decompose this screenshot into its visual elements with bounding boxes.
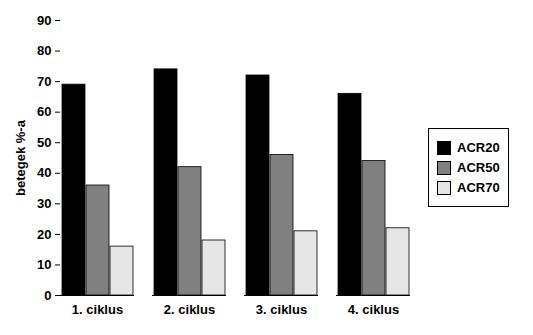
svg-text:60: 60: [37, 104, 51, 119]
svg-text:70: 70: [37, 74, 51, 89]
svg-text:1. ciklus: 1. ciklus: [72, 302, 123, 317]
svg-text:80: 80: [37, 43, 51, 58]
svg-text:10: 10: [37, 257, 51, 272]
svg-text:20: 20: [37, 227, 51, 242]
svg-text:4. ciklus: 4. ciklus: [348, 302, 399, 317]
svg-text:betegek %-a: betegek %-a: [13, 119, 28, 196]
svg-text:3. ciklus: 3. ciklus: [256, 302, 307, 317]
html-text:ACR70: ACR70: [457, 180, 500, 195]
svg-text:2. ciklus: 2. ciklus: [164, 302, 215, 317]
svg-text:0: 0: [44, 288, 51, 303]
html-text:ACR50: ACR50: [457, 160, 500, 175]
svg-text:90: 90: [37, 13, 51, 28]
svg-text:30: 30: [37, 196, 51, 211]
html-text:ACR20: ACR20: [457, 140, 500, 155]
svg-text:40: 40: [37, 165, 51, 180]
svg-text:50: 50: [37, 135, 51, 150]
